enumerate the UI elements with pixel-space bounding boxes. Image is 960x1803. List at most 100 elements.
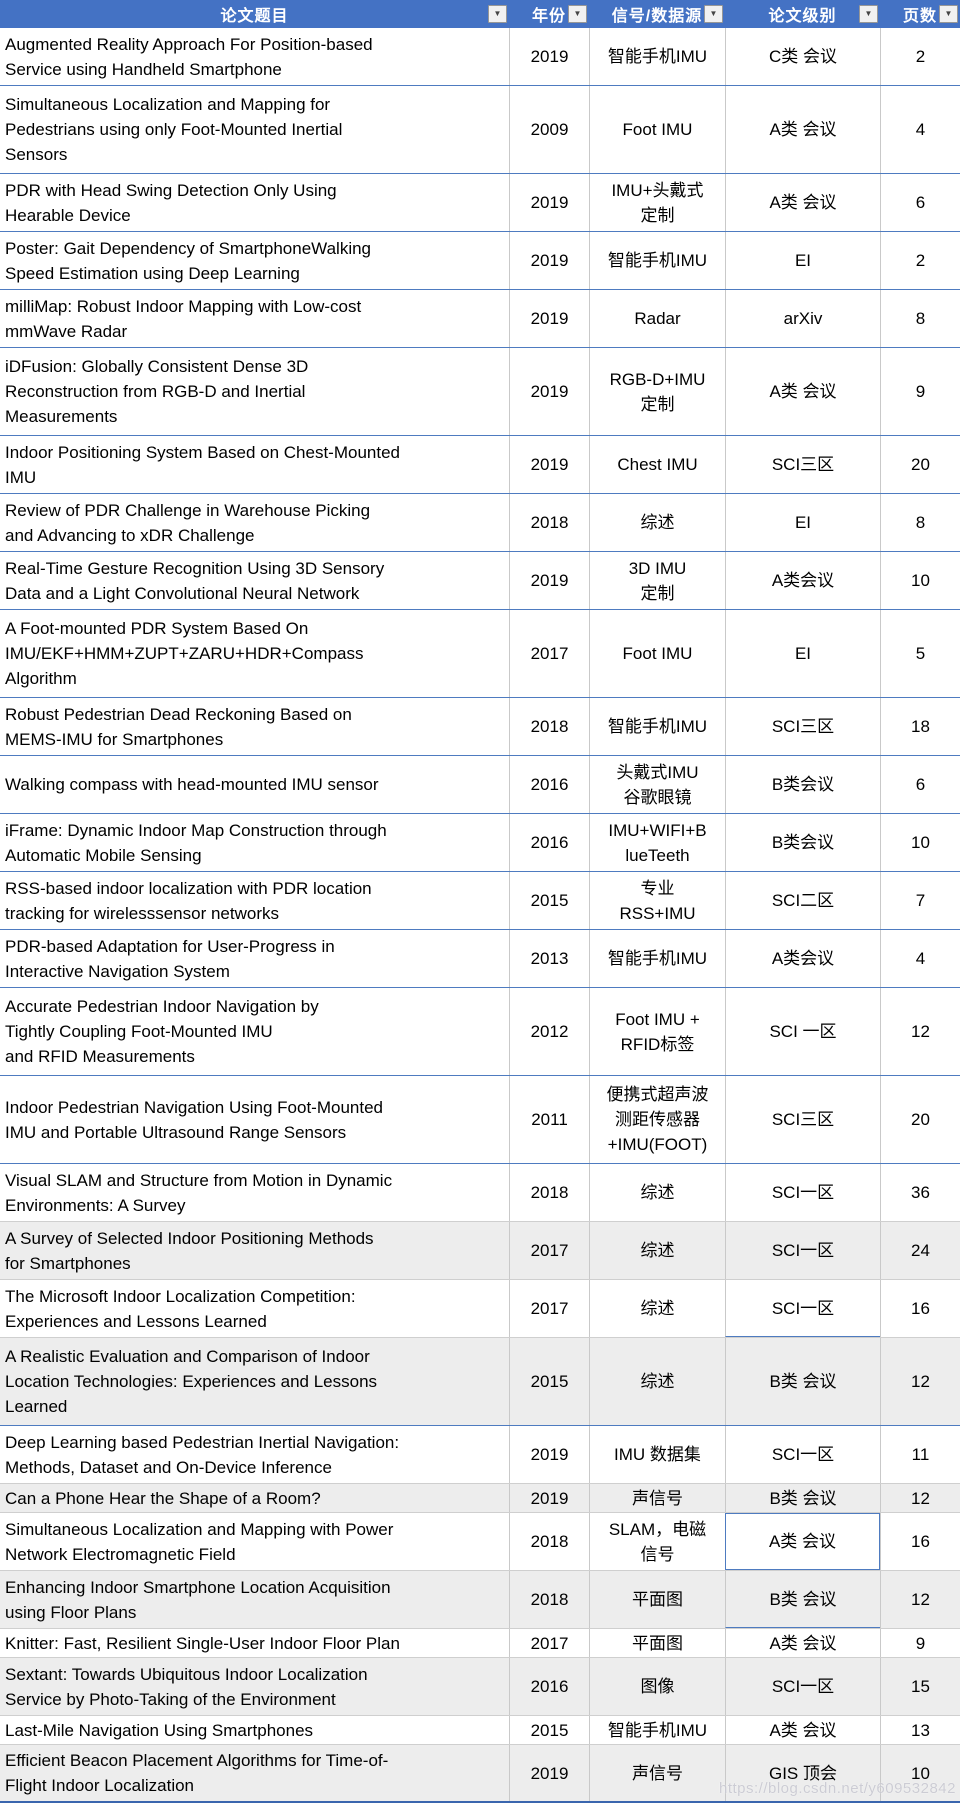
signal-source-cell: Radar bbox=[589, 290, 725, 347]
table-row: Walking compass with head-mounted IMU se… bbox=[0, 756, 960, 814]
paper-title-cell: Enhancing Indoor Smartphone Location Acq… bbox=[5, 1577, 391, 1622]
page-count-cell: 20 bbox=[880, 436, 960, 493]
table-row: Review of PDR Challenge in Warehouse Pic… bbox=[0, 494, 960, 552]
page-count-cell: 11 bbox=[880, 1426, 960, 1483]
paper-level-cell: SCI一区 bbox=[725, 1426, 880, 1483]
header-cell-title: 论文题目 ▼ bbox=[0, 0, 509, 28]
paper-level-cell: A类 会议 bbox=[725, 1716, 880, 1744]
paper-title-cell: RSS-based indoor localization with PDR l… bbox=[5, 878, 372, 923]
filter-dropdown-title[interactable]: ▼ bbox=[488, 5, 507, 23]
signal-source-cell: IMU+头戴式 定制 bbox=[589, 174, 725, 231]
table-row: iFrame: Dynamic Indoor Map Construction … bbox=[0, 814, 960, 872]
paper-level-cell: A类 会议 bbox=[725, 1629, 880, 1657]
paper-level-cell: SCI 一区 bbox=[725, 988, 880, 1075]
signal-source-cell: 平面图 bbox=[589, 1629, 725, 1657]
signal-source-cell: 智能手机IMU bbox=[589, 698, 725, 755]
paper-title-cell: iDFusion: Globally Consistent Dense 3D R… bbox=[5, 357, 309, 426]
year-cell: 2019 bbox=[509, 232, 589, 289]
table-row: Knitter: Fast, Resilient Single-User Ind… bbox=[0, 1629, 960, 1658]
page-count-cell: 4 bbox=[880, 86, 960, 173]
paper-title-cell: A Survey of Selected Indoor Positioning … bbox=[5, 1228, 374, 1273]
page-count-cell: 12 bbox=[880, 1484, 960, 1512]
page-count-cell: 6 bbox=[880, 174, 960, 231]
page-count-cell: 12 bbox=[880, 1571, 960, 1628]
paper-title-cell: Simultaneous Localization and Mapping fo… bbox=[5, 95, 343, 164]
paper-level-cell: A类 会议 bbox=[725, 174, 880, 231]
paper-title-cell: Efficient Beacon Placement Algorithms fo… bbox=[5, 1751, 389, 1795]
page-count-cell: 24 bbox=[880, 1222, 960, 1279]
page-count-cell: 4 bbox=[880, 930, 960, 987]
year-cell: 2019 bbox=[509, 552, 589, 609]
paper-title-cell: Last-Mile Navigation Using Smartphones bbox=[5, 1720, 314, 1740]
paper-level-cell: SCI三区 bbox=[725, 436, 880, 493]
page-count-cell: 6 bbox=[880, 756, 960, 813]
chevron-down-icon: ▼ bbox=[864, 9, 873, 18]
table-row: RSS-based indoor localization with PDR l… bbox=[0, 872, 960, 930]
year-cell: 2017 bbox=[509, 1280, 589, 1337]
page-count-cell: 5 bbox=[880, 610, 960, 697]
page-count-cell: 10 bbox=[880, 552, 960, 609]
signal-source-cell: 综述 bbox=[589, 494, 725, 551]
signal-source-cell: 综述 bbox=[589, 1280, 725, 1337]
chevron-down-icon: ▼ bbox=[709, 9, 718, 18]
page-count-cell: 8 bbox=[880, 494, 960, 551]
signal-source-cell: 智能手机IMU bbox=[589, 1716, 725, 1744]
table-row: Simultaneous Localization and Mapping fo… bbox=[0, 86, 960, 174]
signal-source-cell: Chest IMU bbox=[589, 436, 725, 493]
chevron-down-icon: ▼ bbox=[493, 9, 502, 18]
table-row: A Survey of Selected Indoor Positioning … bbox=[0, 1222, 960, 1280]
page-count-cell: 16 bbox=[880, 1513, 960, 1570]
signal-source-cell: IMU 数据集 bbox=[589, 1426, 725, 1483]
signal-source-cell: 专业 RSS+IMU bbox=[589, 872, 725, 929]
header-label-year: 年份 bbox=[531, 8, 566, 25]
paper-level-cell: SCI一区 bbox=[725, 1164, 880, 1221]
paper-title-cell: Review of PDR Challenge in Warehouse Pic… bbox=[5, 500, 371, 545]
year-cell: 2015 bbox=[509, 1716, 589, 1744]
paper-title-cell: Robust Pedestrian Dead Reckoning Based o… bbox=[5, 704, 352, 749]
paper-level-cell: EI bbox=[725, 232, 880, 289]
year-cell: 2015 bbox=[509, 1338, 589, 1425]
year-cell: 2018 bbox=[509, 1513, 589, 1570]
filter-dropdown-level[interactable]: ▼ bbox=[859, 5, 878, 23]
filter-dropdown-pages[interactable]: ▼ bbox=[939, 5, 958, 23]
paper-level-cell: B类 会议 bbox=[725, 1338, 880, 1425]
paper-title-cell: milliMap: Robust Indoor Mapping with Low… bbox=[5, 296, 362, 341]
year-cell: 2018 bbox=[509, 1571, 589, 1628]
paper-level-cell: A类 会议 bbox=[725, 86, 880, 173]
year-cell: 2018 bbox=[509, 698, 589, 755]
year-cell: 2016 bbox=[509, 756, 589, 813]
paper-level-cell: arXiv bbox=[725, 290, 880, 347]
table-row: A Realistic Evaluation and Comparison of… bbox=[0, 1338, 960, 1426]
header-label-level: 论文级别 bbox=[768, 8, 837, 25]
table-row: iDFusion: Globally Consistent Dense 3D R… bbox=[0, 348, 960, 436]
signal-source-cell: 综述 bbox=[589, 1222, 725, 1279]
paper-level-cell: EI bbox=[725, 610, 880, 697]
table-row: milliMap: Robust Indoor Mapping with Low… bbox=[0, 290, 960, 348]
signal-source-cell: SLAM，电磁 信号 bbox=[589, 1513, 725, 1570]
table-header: 论文题目 ▼ 年份 ▼ 信号/数据源 ▼ 论文级别 ▼ 页数 ▼ bbox=[0, 0, 960, 28]
paper-title-cell: PDR with Head Swing Detection Only Using… bbox=[5, 180, 337, 225]
signal-source-cell: 智能手机IMU bbox=[589, 930, 725, 987]
page-count-cell: 2 bbox=[880, 28, 960, 85]
year-cell: 2011 bbox=[509, 1076, 589, 1163]
paper-level-cell: SCI三区 bbox=[725, 1076, 880, 1163]
paper-level-cell: A类 会议 bbox=[725, 348, 880, 435]
paper-level-cell: SCI二区 bbox=[725, 872, 880, 929]
filter-dropdown-year[interactable]: ▼ bbox=[568, 5, 587, 23]
signal-source-cell: 智能手机IMU bbox=[589, 232, 725, 289]
paper-title-cell: Poster: Gait Dependency of SmartphoneWal… bbox=[5, 238, 372, 283]
header-label-signal: 信号/数据源 bbox=[611, 8, 703, 25]
paper-level-cell: SCI一区 bbox=[725, 1280, 880, 1337]
paper-level-cell: A类 会议 bbox=[725, 1513, 880, 1570]
signal-source-cell: 声信号 bbox=[589, 1484, 725, 1512]
header-cell-level: 论文级别 ▼ bbox=[725, 0, 880, 28]
page-count-cell: 7 bbox=[880, 872, 960, 929]
paper-level-cell: GIS 顶会 bbox=[725, 1745, 880, 1801]
table-row: Efficient Beacon Placement Algorithms fo… bbox=[0, 1745, 960, 1803]
table-row: Indoor Positioning System Based on Chest… bbox=[0, 436, 960, 494]
page-count-cell: 20 bbox=[880, 1076, 960, 1163]
chevron-down-icon: ▼ bbox=[944, 9, 953, 18]
page-count-cell: 36 bbox=[880, 1164, 960, 1221]
filter-dropdown-signal[interactable]: ▼ bbox=[704, 5, 723, 23]
paper-title-cell: PDR-based Adaptation for User-Progress i… bbox=[5, 936, 335, 981]
